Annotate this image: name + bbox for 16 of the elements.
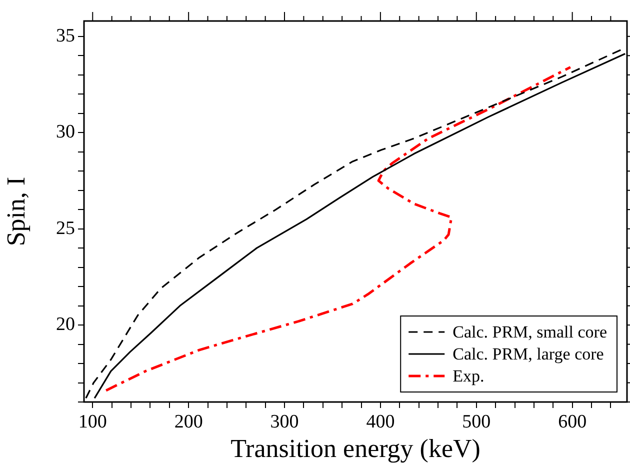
x-tick-label: 600 xyxy=(558,411,587,432)
x-tick-label: 300 xyxy=(270,411,299,432)
y-tick-label: 35 xyxy=(56,25,75,46)
line-series xyxy=(104,66,572,392)
y-tick-label: 20 xyxy=(56,314,75,336)
y-tick-label: 30 xyxy=(56,122,75,143)
legend-label: Calc. PRM, small core xyxy=(452,322,608,342)
x-tick-label: 200 xyxy=(174,411,203,432)
legend-label: Calc. PRM, large core xyxy=(452,344,604,364)
y-axis-title: Spin, I xyxy=(1,176,30,246)
x-tick-label: 500 xyxy=(462,411,491,432)
y-tick-label: 25 xyxy=(56,218,75,239)
legend-label: Exp. xyxy=(452,366,484,386)
x-tick-label: 400 xyxy=(366,411,395,432)
x-axis-title: Transition energy (keV) xyxy=(230,434,480,464)
x-tick-label: 100 xyxy=(78,411,107,432)
